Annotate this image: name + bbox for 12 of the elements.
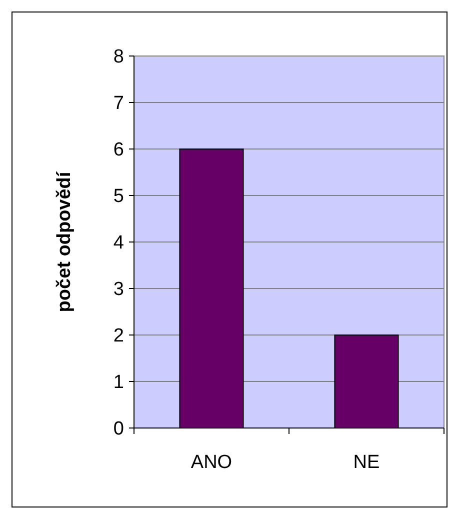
y-tick-label: 0 [113,418,124,440]
y-tick-label: 1 [113,372,124,394]
y-tick-label: 3 [113,279,124,300]
y-axis-title: počet odpovědí [54,171,75,312]
y-tick-label: 8 [113,46,124,68]
y-tick-label: 7 [113,93,124,114]
x-tick-label: ANO [190,452,232,473]
x-tick-label: NE [353,452,380,473]
y-tick-label: 5 [113,186,124,208]
y-tick-label: 4 [113,232,124,254]
y-tick-label: 2 [113,326,124,347]
y-tick-label: 6 [113,140,124,161]
